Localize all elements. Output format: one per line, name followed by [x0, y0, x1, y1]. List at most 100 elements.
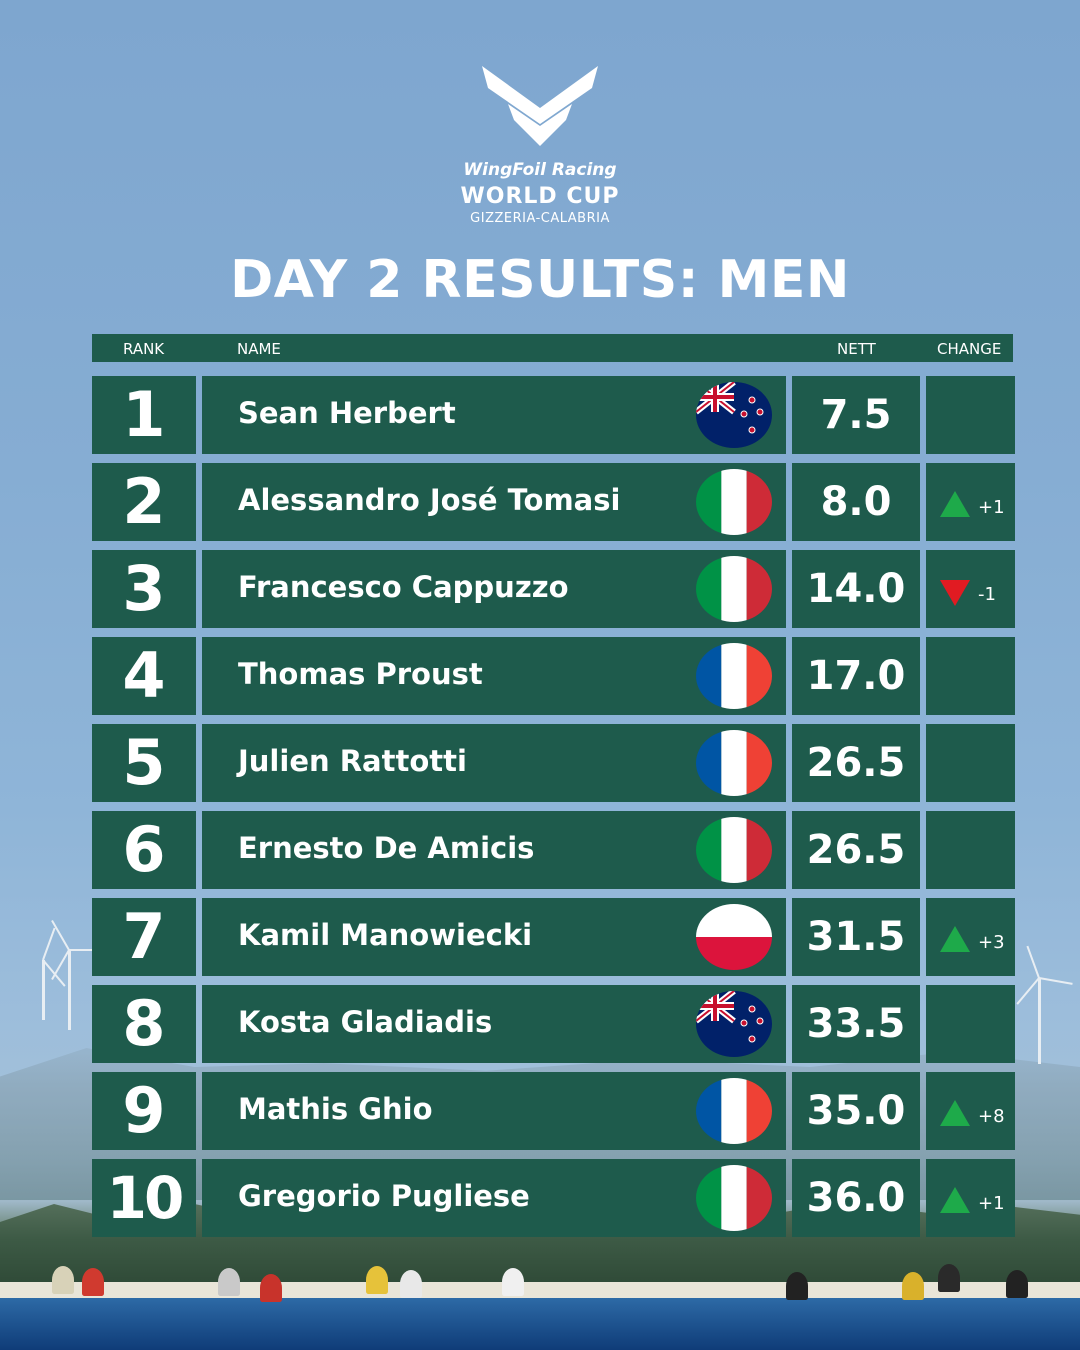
rank-number: 3: [122, 552, 166, 625]
nett-score: 8.0: [820, 479, 892, 525]
athlete-name: Alessandro José Tomasi: [238, 483, 621, 517]
rank-cell: 10: [92, 1159, 196, 1237]
name-cell: Alessandro José Tomasi: [202, 463, 786, 541]
rank-number: 5: [122, 726, 166, 799]
brand-name: WingFoil Racing: [463, 160, 617, 180]
it-flag-icon: [696, 556, 772, 622]
nett-score: 36.0: [806, 1175, 906, 1221]
column-header-name: NAME: [237, 340, 281, 358]
change-cell: +1: [926, 1159, 1015, 1237]
column-header-change: CHANGE: [937, 340, 1002, 358]
rank-number: 1: [122, 378, 166, 451]
athlete-name: Gregorio Pugliese: [238, 1179, 530, 1213]
column-header-nett: NETT: [837, 340, 876, 358]
name-cell: Francesco Cappuzzo: [202, 550, 786, 628]
table-row: 3 Francesco Cappuzzo 14.0 -1: [92, 550, 1015, 628]
change-value: -1: [978, 584, 996, 605]
table-row: 2 Alessandro José Tomasi 8.0 +1: [92, 463, 1015, 541]
table-row: 6 Ernesto De Amicis 26.5: [92, 811, 1015, 889]
nett-cell: 17.0: [792, 637, 920, 715]
athlete-name: Ernesto De Amicis: [238, 831, 535, 865]
fr-flag-icon: [696, 1078, 772, 1144]
it-flag-icon: [696, 1165, 772, 1231]
nett-cell: 14.0: [792, 550, 920, 628]
rank-cell: 4: [92, 637, 196, 715]
nett-cell: 33.5: [792, 985, 920, 1063]
rank-cell: 5: [92, 724, 196, 802]
athlete-name: Thomas Proust: [238, 657, 483, 691]
it-flag-icon: [696, 469, 772, 535]
rank-number: 6: [122, 813, 166, 886]
rank-cell: 7: [92, 898, 196, 976]
nett-cell: 35.0: [792, 1072, 920, 1150]
change-value: +1: [978, 1193, 1005, 1214]
change-value: +3: [978, 932, 1005, 953]
nett-score: 17.0: [806, 653, 906, 699]
change-down-icon: [940, 580, 970, 606]
rank-number: 4: [122, 639, 166, 712]
change-up-icon: [940, 1100, 970, 1126]
fr-flag-icon: [696, 643, 772, 709]
nett-cell: 31.5: [792, 898, 920, 976]
nett-cell: 36.0: [792, 1159, 920, 1237]
change-cell: [926, 811, 1015, 889]
name-cell: Thomas Proust: [202, 637, 786, 715]
athlete-name: Kamil Manowiecki: [238, 918, 533, 952]
nett-score: 31.5: [806, 914, 906, 960]
column-header-rank: RANK: [123, 340, 165, 358]
name-cell: Sean Herbert: [202, 376, 786, 454]
rank-number: 10: [106, 1164, 185, 1232]
table-row: 4 Thomas Proust 17.0: [92, 637, 1015, 715]
nett-score: 26.5: [806, 827, 906, 873]
name-cell: Julien Rattotti: [202, 724, 786, 802]
nett-cell: 26.5: [792, 811, 920, 889]
fr-flag-icon: [696, 730, 772, 796]
table-row: 9 Mathis Ghio 35.0 +8: [92, 1072, 1015, 1150]
nett-score: 14.0: [806, 566, 906, 612]
change-cell: [926, 985, 1015, 1063]
athlete-name: Kosta Gladiadis: [238, 1005, 493, 1039]
table-row: 1 Sean Herbert 7.5: [92, 376, 1015, 454]
change-up-icon: [940, 1187, 970, 1213]
name-cell: Kosta Gladiadis: [202, 985, 786, 1063]
brand-event: WORLD CUP: [460, 184, 620, 209]
name-cell: Mathis Ghio: [202, 1072, 786, 1150]
table-row: 5 Julien Rattotti 26.5: [92, 724, 1015, 802]
nett-score: 33.5: [806, 1001, 906, 1047]
rank-cell: 1: [92, 376, 196, 454]
pl-flag-icon: [696, 904, 772, 970]
table-row: 7 Kamil Manowiecki 31.5 +3: [92, 898, 1015, 976]
results-table-header: RANK NAME NETT CHANGE: [92, 334, 1013, 362]
rank-number: 2: [122, 465, 166, 538]
rank-number: 8: [122, 987, 166, 1060]
rank-number: 9: [122, 1074, 166, 1147]
rank-cell: 6: [92, 811, 196, 889]
nett-cell: 26.5: [792, 724, 920, 802]
nett-cell: 8.0: [792, 463, 920, 541]
change-cell: [926, 376, 1015, 454]
change-cell: [926, 724, 1015, 802]
table-row: 8 Kosta Gladiadis 33.5: [92, 985, 1015, 1063]
rank-cell: 9: [92, 1072, 196, 1150]
it-flag-icon: [696, 817, 772, 883]
nz-flag-icon: [696, 382, 772, 448]
wingfoil-logo-icon: [482, 66, 598, 146]
nett-cell: 7.5: [792, 376, 920, 454]
rank-cell: 8: [92, 985, 196, 1063]
nett-score: 35.0: [806, 1088, 906, 1134]
name-cell: Gregorio Pugliese: [202, 1159, 786, 1237]
nett-score: 26.5: [806, 740, 906, 786]
name-cell: Ernesto De Amicis: [202, 811, 786, 889]
table-row: 10 Gregorio Pugliese 36.0 +1: [92, 1159, 1015, 1237]
athlete-name: Sean Herbert: [238, 396, 456, 430]
change-cell: [926, 637, 1015, 715]
change-cell: +3: [926, 898, 1015, 976]
rank-cell: 3: [92, 550, 196, 628]
change-up-icon: [940, 926, 970, 952]
brand-location: GIZZERIA-CALABRIA: [470, 211, 610, 226]
change-value: +8: [978, 1106, 1005, 1127]
change-value: +1: [978, 497, 1005, 518]
athlete-name: Francesco Cappuzzo: [238, 570, 569, 604]
change-cell: -1: [926, 550, 1015, 628]
change-up-icon: [940, 491, 970, 517]
